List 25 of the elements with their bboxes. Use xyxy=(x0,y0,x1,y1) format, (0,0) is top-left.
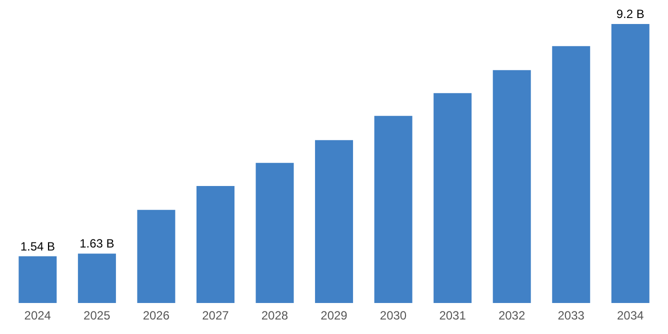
bar xyxy=(78,254,116,303)
x-tick-label: 2028 xyxy=(261,308,288,323)
bar xyxy=(552,46,590,303)
x-tick-label: 2026 xyxy=(142,308,170,323)
bar xyxy=(256,162,294,303)
bar xyxy=(374,116,412,303)
bar xyxy=(492,70,531,303)
bar xyxy=(611,24,650,303)
x-tick-label: 2024 xyxy=(24,308,52,323)
bar xyxy=(137,210,176,303)
data-label: 1.54 B xyxy=(20,239,56,254)
x-tick-label: 2031 xyxy=(439,308,466,323)
x-tick-label: 2033 xyxy=(558,308,585,323)
x-tick-label: 2029 xyxy=(320,308,348,323)
x-tick-label: 2025 xyxy=(84,308,111,323)
x-tick-label: 2027 xyxy=(202,308,230,323)
bar xyxy=(196,186,234,303)
bar xyxy=(18,256,57,303)
x-tick-label: 2032 xyxy=(498,308,526,323)
bar xyxy=(315,140,354,303)
bar xyxy=(434,93,472,303)
x-tick-label: 2030 xyxy=(380,308,407,323)
x-tick-label: 2034 xyxy=(617,308,644,323)
data-label: 1.63 B xyxy=(80,236,114,251)
data-label: 9.2 B xyxy=(616,7,644,21)
